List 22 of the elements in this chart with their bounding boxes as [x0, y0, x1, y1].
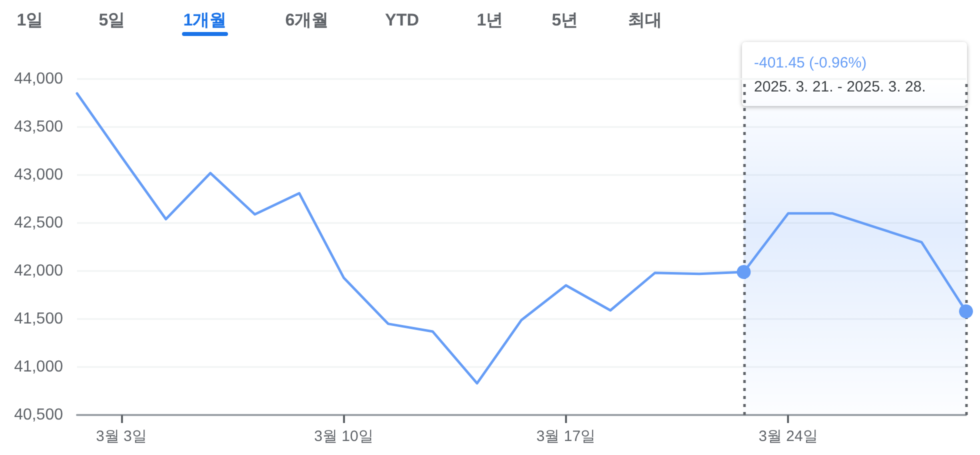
text: 최대 — [628, 10, 662, 30]
y-tick-label: 40,500 — [14, 406, 64, 424]
y-tick-label: 44,000 — [14, 70, 64, 88]
text: 5일 — [98, 10, 126, 30]
x-tick-label: 3월 10일 — [314, 428, 374, 445]
text: -401.45 (-0.96%) — [754, 54, 867, 72]
annotation: 2025. 3. 21. - 2025. 3. 28. — [754, 78, 926, 96]
y-tick-label: 41,000 — [14, 358, 64, 376]
text: 5년 — [552, 10, 578, 30]
y-tick-label: 42,500 — [14, 214, 64, 232]
y-tick-label: 43,000 — [14, 166, 64, 184]
text: 1일 — [16, 10, 44, 30]
y-tick-label: 43,500 — [14, 118, 64, 136]
text: 1년 — [476, 10, 504, 30]
x-tick-label: 3월 24일 — [758, 428, 818, 445]
y-tick-label: 41,500 — [14, 310, 64, 328]
text: YTD — [385, 10, 419, 30]
text: 6개월 — [285, 10, 329, 30]
x-tick-label: 3월 3일 — [96, 428, 147, 445]
y-tick-label: 42,000 — [14, 262, 64, 280]
text: 1개월 — [183, 10, 227, 30]
x-tick-label: 3월 17일 — [536, 428, 596, 445]
